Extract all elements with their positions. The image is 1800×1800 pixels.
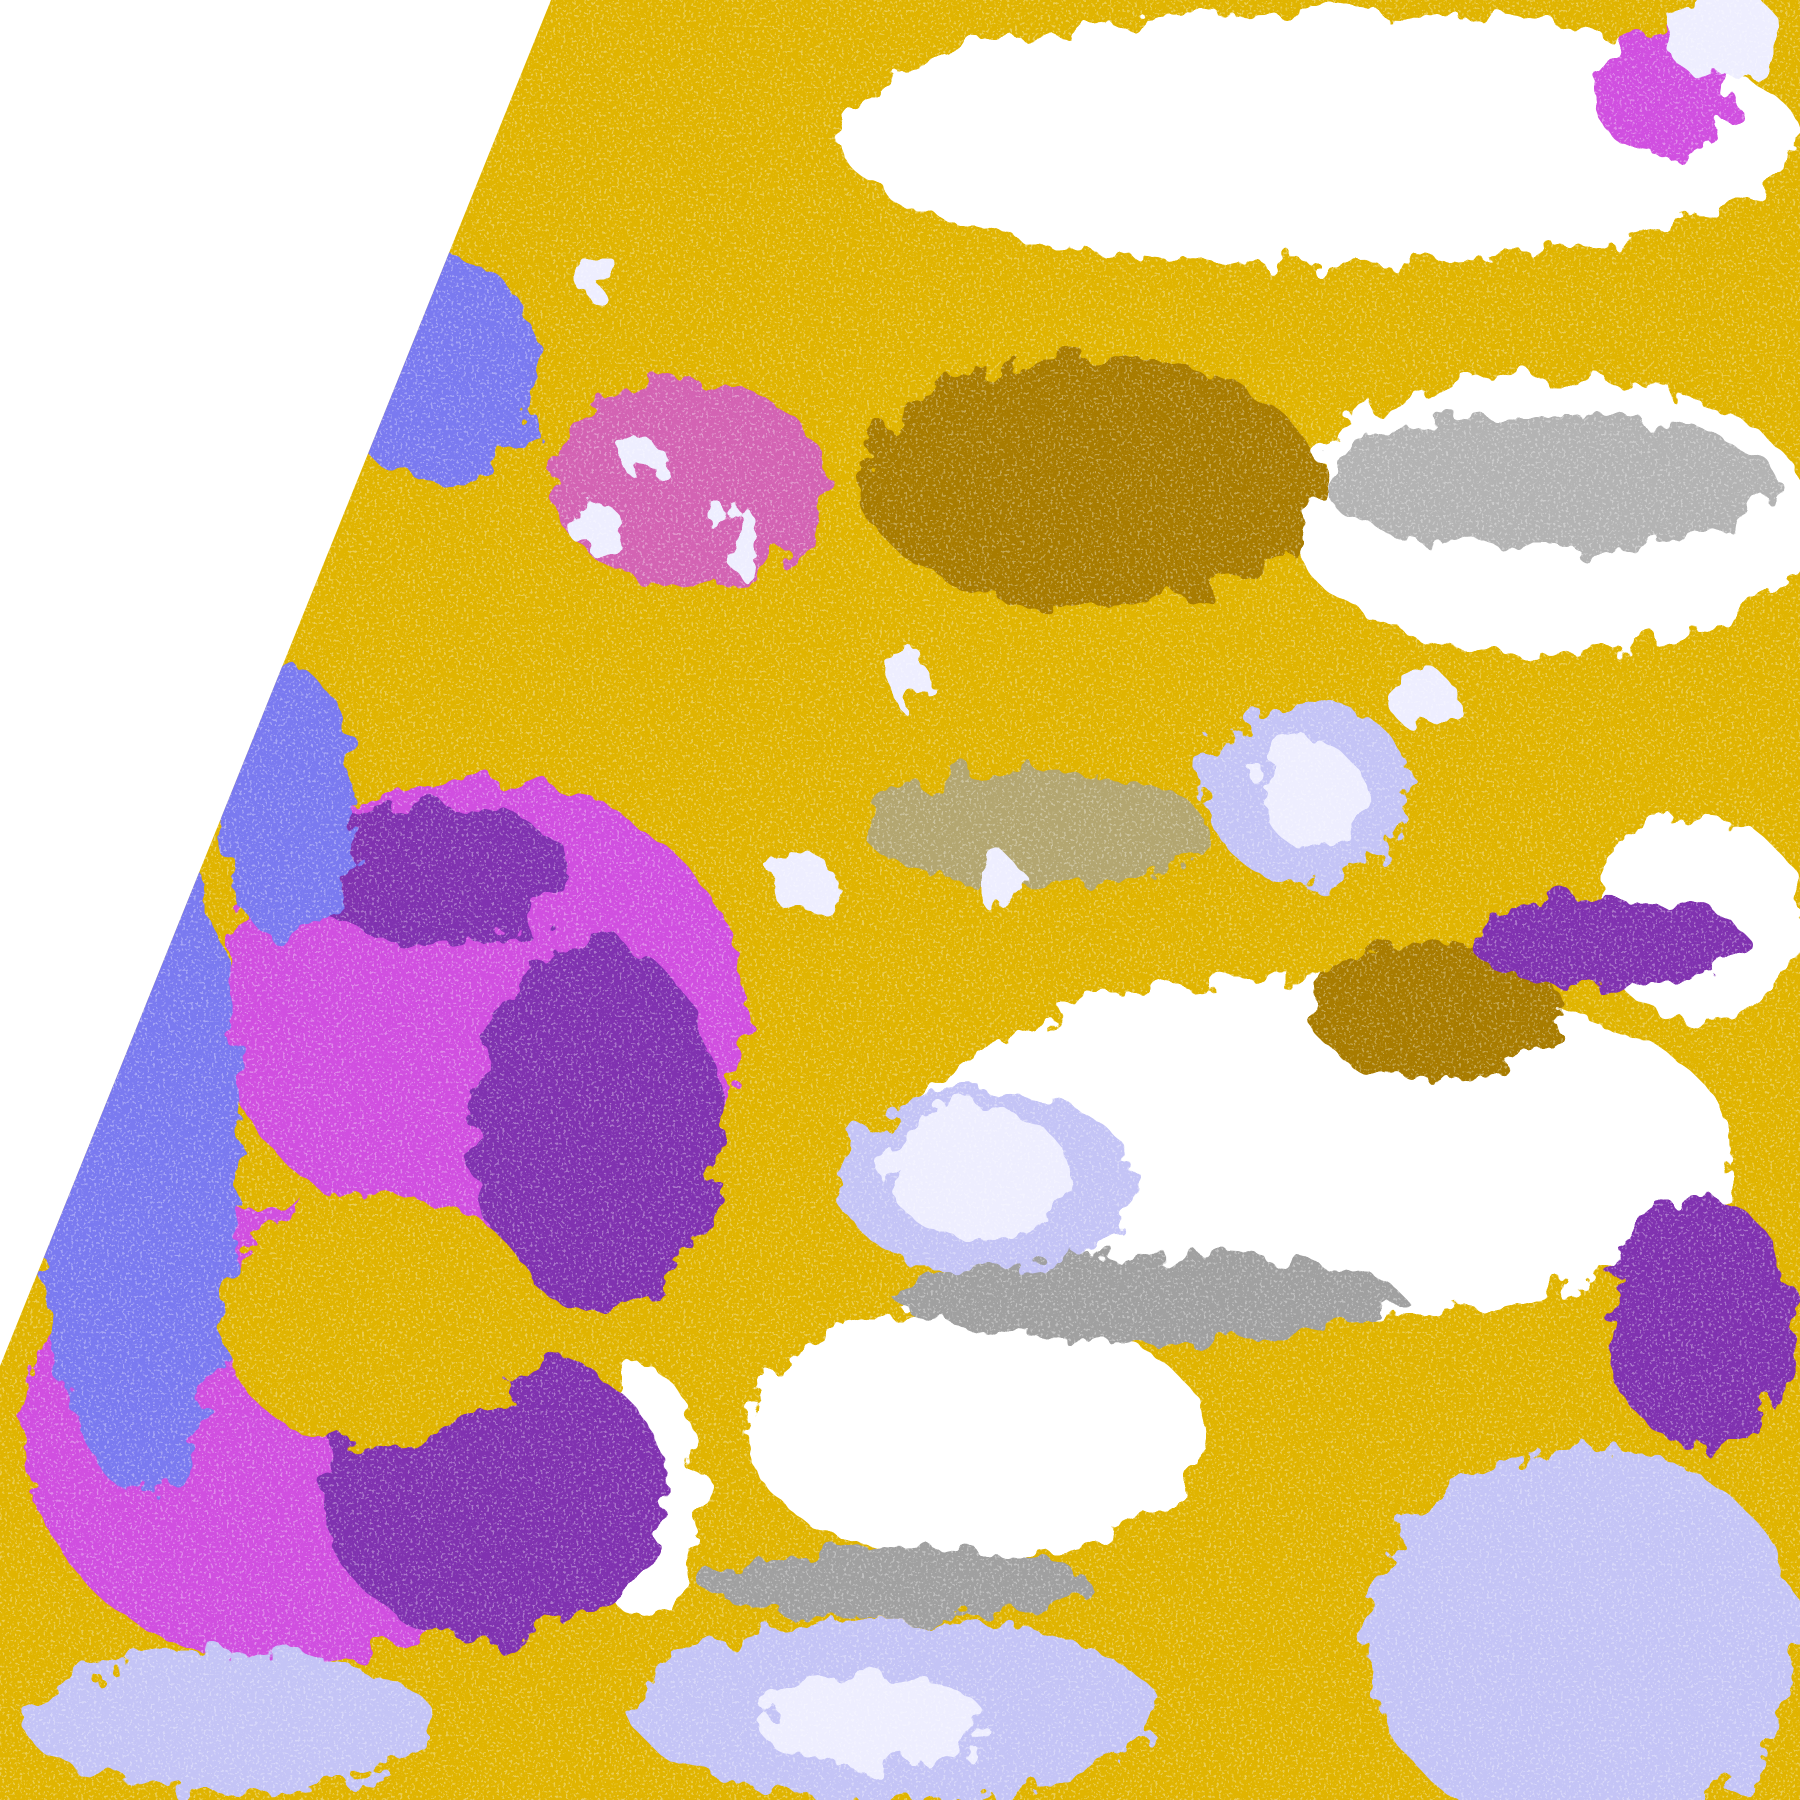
- satellite-classification-map: [0, 0, 1800, 1800]
